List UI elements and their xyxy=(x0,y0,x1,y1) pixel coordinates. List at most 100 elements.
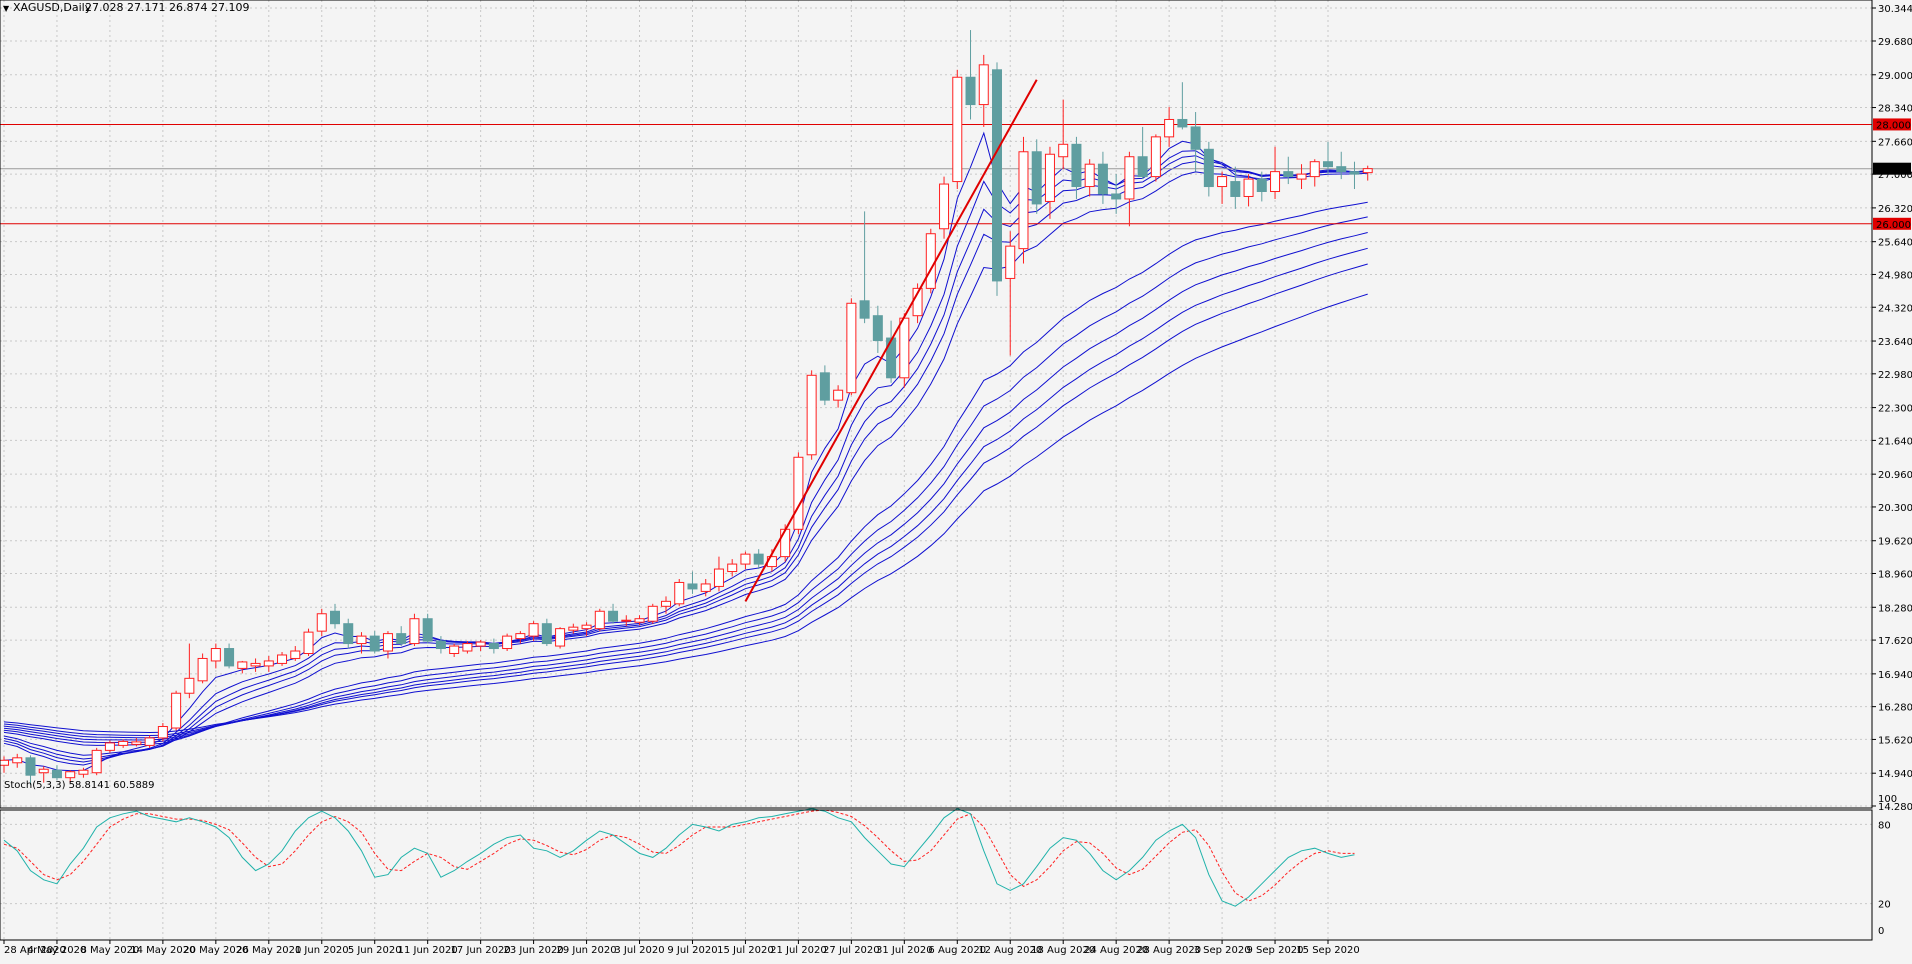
ohlc-readout: 27.028 27.171 26.874 27.109 xyxy=(85,1,249,14)
price-level-tag-label: 26.000 xyxy=(1876,220,1911,231)
price-tick-label: 27.000 xyxy=(1878,170,1912,181)
candle-body xyxy=(634,618,645,623)
symbol-dropdown-icon[interactable]: ▼ xyxy=(3,4,10,13)
price-tick-label: 16.940 xyxy=(1878,670,1912,681)
candle-body xyxy=(925,233,936,289)
candle-body xyxy=(171,692,182,729)
time-tick-label: 4 May 2020 xyxy=(28,945,87,956)
candle-body xyxy=(886,337,897,379)
candle-body xyxy=(449,645,460,654)
candle-body xyxy=(1270,171,1281,193)
candle-body xyxy=(502,635,513,650)
candle-body xyxy=(277,654,288,664)
stoch-signal-line xyxy=(3,809,1355,902)
ma-line xyxy=(3,201,1368,746)
stoch-tick-label: 100 xyxy=(1878,794,1897,805)
current-price-tag xyxy=(1873,162,1911,175)
candle-body xyxy=(409,618,420,645)
chart-title: XAGUSD,Daily xyxy=(13,1,92,14)
ma-line xyxy=(3,293,1368,734)
candle-body xyxy=(1296,173,1307,180)
candle-body xyxy=(859,300,870,319)
price-tick-label: 29.680 xyxy=(1878,37,1912,48)
candle-body xyxy=(1044,153,1055,202)
price-tick-label: 16.280 xyxy=(1878,703,1912,714)
ma-line xyxy=(3,171,1368,756)
main-panel-frame xyxy=(0,0,1873,809)
candle-body xyxy=(899,317,910,379)
time-tick-label: 29 Jun 2020 xyxy=(556,945,616,956)
candle-body xyxy=(51,769,62,779)
candle-body xyxy=(25,757,36,776)
time-tick-label: 6 Aug 2020 xyxy=(928,945,986,956)
candle-body xyxy=(475,641,486,647)
time-tick-label: 15 Jul 2020 xyxy=(717,945,774,956)
candle-body xyxy=(1071,143,1082,188)
trendline xyxy=(744,79,1038,602)
candle-body xyxy=(91,749,102,774)
candle-body xyxy=(1137,156,1148,178)
ma-line xyxy=(3,232,1368,741)
candles xyxy=(0,30,1373,786)
time-tick-label: 26 May 2020 xyxy=(236,945,301,956)
ma-line xyxy=(3,131,1368,772)
candle-body xyxy=(330,610,340,625)
candle-body xyxy=(356,635,367,645)
candle-body xyxy=(740,553,751,565)
candle-body xyxy=(144,737,155,746)
time-tick-label: 9 Jul 2020 xyxy=(667,945,717,956)
candle-body xyxy=(674,581,685,605)
time-tick-label: 8 May 2020 xyxy=(80,945,139,956)
time-tick-label: 5 Jun 2020 xyxy=(348,945,402,956)
price-tick-label: 24.320 xyxy=(1878,303,1912,314)
candle-body xyxy=(0,759,9,766)
candle-body xyxy=(422,618,433,642)
candle-body xyxy=(1164,118,1175,138)
candle-body xyxy=(1230,181,1241,197)
candle-body xyxy=(1283,171,1294,178)
candle-body xyxy=(819,372,830,401)
candle-body xyxy=(965,76,976,106)
trendline-group xyxy=(744,79,1038,602)
candle-body xyxy=(157,726,168,739)
candle-body xyxy=(104,742,115,751)
price-tick-label: 30.344 xyxy=(1878,4,1912,15)
price-tick-label: 15.620 xyxy=(1878,735,1912,746)
time-tick-label: 14 May 2020 xyxy=(130,945,195,956)
candle-body xyxy=(594,610,605,630)
candle-body xyxy=(555,628,566,647)
price-tick-label: 17.620 xyxy=(1878,636,1912,647)
candle-body xyxy=(528,623,539,637)
candle-body xyxy=(753,553,764,565)
price-tick-label: 23.640 xyxy=(1878,337,1912,348)
candle-body xyxy=(780,528,791,558)
candle-body xyxy=(343,623,354,645)
candle-body xyxy=(369,635,380,652)
candle-body xyxy=(303,631,314,654)
candle-body xyxy=(1177,118,1188,128)
stoch-main-line xyxy=(3,808,1355,907)
current-price-tag-label: 27.109 xyxy=(1876,165,1911,176)
candle-body xyxy=(1124,156,1135,200)
ma-line xyxy=(3,160,1368,760)
time-tick-label: 24 Aug 2020 xyxy=(1084,945,1148,956)
candle-body xyxy=(184,677,195,694)
candle-body xyxy=(992,69,1002,282)
candle-body xyxy=(687,583,698,590)
candle-body xyxy=(647,605,658,622)
stoch-tick-label: 80 xyxy=(1878,820,1891,831)
candle-body xyxy=(568,626,579,631)
candle-body xyxy=(38,768,49,774)
candle-body xyxy=(488,643,499,650)
candle-body xyxy=(1111,193,1122,200)
candle-body xyxy=(1203,148,1214,188)
time-tick-label: 11 Jun 2020 xyxy=(398,945,458,956)
candle-body xyxy=(939,183,950,230)
time-tick-label: 3 Sep 2020 xyxy=(1194,945,1251,956)
price-level-tag xyxy=(1873,118,1911,131)
time-tick-label: 1 Jun 2020 xyxy=(295,945,349,956)
moving-averages xyxy=(3,131,1368,772)
time-tick-label: 28 Aug 2020 xyxy=(1137,945,1201,956)
candle-body xyxy=(237,661,248,669)
